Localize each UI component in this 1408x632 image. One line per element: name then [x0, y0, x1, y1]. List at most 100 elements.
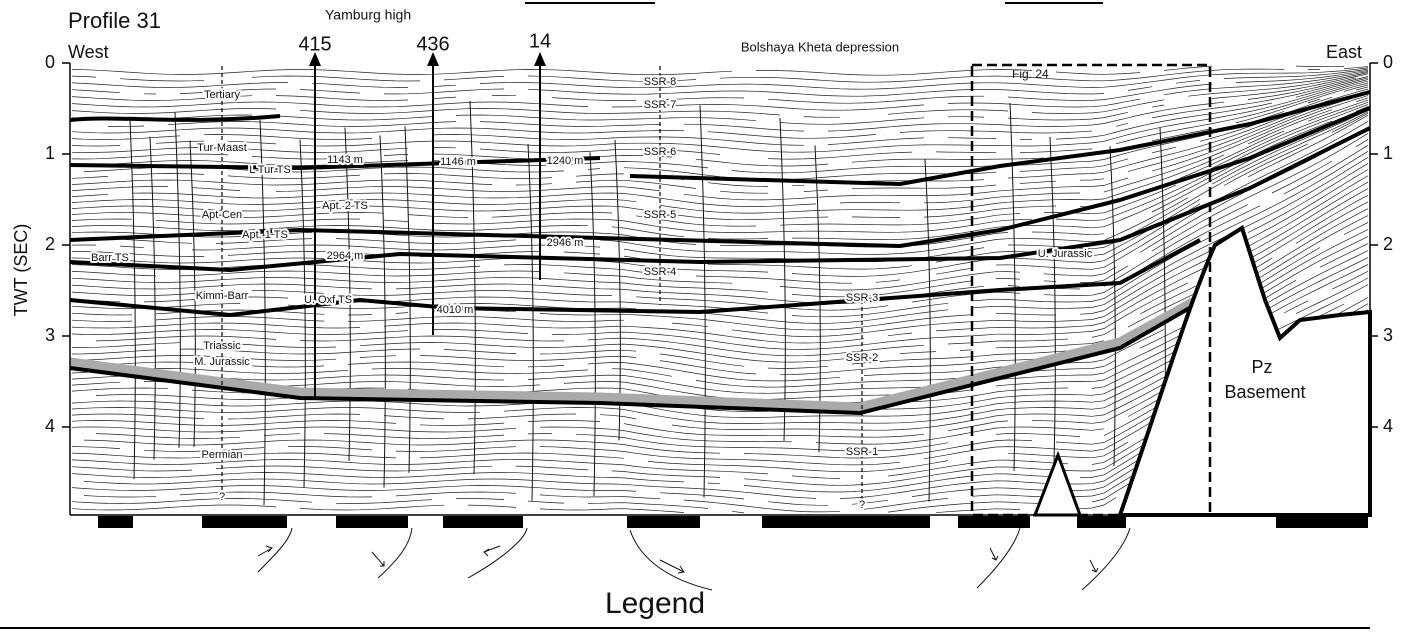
reflector: [107, 77, 1357, 132]
reflector: [71, 270, 1369, 431]
horizon: [69, 239, 1234, 415]
reflector: [71, 76, 1369, 139]
fault: [1109, 146, 1116, 467]
high-label: Yamburg high: [325, 7, 411, 23]
reflectors: [71, 65, 1369, 514]
well-arrow: [427, 52, 439, 66]
reflector: [71, 68, 1369, 97]
well-arrow: [309, 52, 321, 66]
depth-label: 1146 m: [440, 156, 476, 168]
reflector: [71, 97, 1369, 214]
reflector: [71, 357, 1369, 514]
reflector: [71, 236, 1369, 400]
jurassic-label: U. Jurassic: [1038, 248, 1093, 260]
reflector: [71, 163, 1369, 331]
reflector: [71, 181, 1369, 350]
reflector: [71, 95, 1369, 207]
west-label: West: [68, 42, 109, 62]
pz-label: Pz: [1251, 357, 1272, 377]
fault: [174, 112, 181, 448]
fault: [189, 140, 196, 448]
reflector: [71, 215, 1369, 382]
legend-faults: [257, 527, 1131, 591]
well-label: 436: [416, 33, 449, 55]
reflector: [71, 321, 1369, 486]
reflector: [71, 65, 1345, 76]
fault: [404, 126, 411, 473]
well-label: 415: [298, 33, 331, 55]
reflector: [71, 79, 1369, 153]
tick-label: 2: [45, 234, 55, 254]
reflector: [71, 175, 1369, 344]
reflector: [71, 77, 1369, 146]
fault: [589, 152, 596, 497]
reflector: [71, 71, 1369, 111]
figure-label: Fig. 24: [1012, 67, 1049, 81]
basement: [1117, 224, 1372, 517]
axis-label: TWT (SEC): [11, 224, 31, 317]
reflector: [71, 339, 1369, 506]
reflector: [71, 222, 1369, 388]
basement-label: Basement: [1224, 382, 1305, 402]
reflector: [71, 309, 1369, 473]
tick-label: 1: [45, 143, 55, 163]
fault: [149, 136, 156, 460]
horizon-label: Apt. 1 TS: [242, 229, 288, 241]
horizon: [69, 126, 1371, 272]
tick-label: 0: [45, 52, 55, 72]
well-arrow: [534, 52, 546, 66]
fault: [1049, 136, 1056, 464]
faults: [129, 100, 1166, 506]
fault: [379, 135, 386, 488]
east-label: East: [1326, 42, 1362, 62]
reflector: [71, 315, 1369, 479]
depth-label: 1143 m: [327, 154, 363, 166]
horizon-label: Tur-Maast: [197, 142, 247, 154]
reflector: [71, 66, 1369, 83]
tick-label: 1: [1383, 143, 1393, 163]
reflector: [71, 90, 1369, 194]
sequence-label: SSR-4: [644, 266, 676, 278]
reflector: [71, 67, 1369, 90]
fault: [1009, 102, 1016, 471]
basement-wedge: [1032, 450, 1083, 517]
depression-label: Bolshaya Kheta depression: [741, 39, 899, 54]
reflector: [71, 106, 1369, 240]
horizon-label: Apt-Cen: [202, 209, 242, 221]
horizon-label: Barr TS: [91, 252, 129, 264]
tick-label: 0: [1383, 52, 1393, 72]
fault: [924, 159, 931, 502]
reflector: [71, 127, 1369, 291]
reflector: [71, 303, 1369, 466]
fault: [299, 139, 306, 488]
tick-label: 2: [1383, 234, 1393, 254]
horizon: [69, 90, 1371, 186]
reflector: [71, 80, 1369, 160]
depth-label: 2964 m: [327, 250, 364, 262]
reflector: [71, 284, 1369, 445]
horizon: [69, 238, 1201, 317]
legend-title: Legend: [605, 587, 705, 620]
tick-label: 3: [45, 325, 55, 345]
reflector: [71, 69, 1369, 104]
horizon: [69, 114, 281, 122]
tick-label: 3: [1383, 325, 1393, 345]
horizon-label: Triassic: [203, 340, 241, 352]
depth-label: 2946 m: [547, 237, 584, 249]
horizon-label: Tertiary: [204, 89, 241, 101]
depth-label: 4010 m: [437, 304, 474, 316]
reflector: [71, 72, 1369, 118]
horizon-label: ?: [219, 491, 225, 503]
fault: [527, 143, 534, 501]
horizon: [69, 106, 1371, 248]
tick-label: 4: [1383, 416, 1393, 436]
reflector: [71, 201, 1369, 369]
reflector: [71, 99, 1369, 221]
reflector: [72, 194, 1369, 363]
sequence-label: SSR-6: [644, 146, 676, 158]
sequence-label: ?: [859, 499, 865, 511]
reflector: [71, 93, 1369, 201]
